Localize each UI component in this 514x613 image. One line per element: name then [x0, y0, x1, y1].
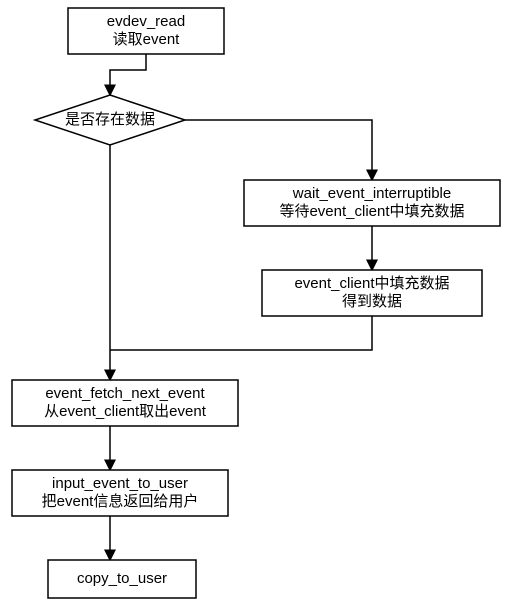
- node-input-event-to-user-line2: 把event信息返回给用户: [42, 493, 199, 510]
- node-input-event-to-user: input_event_to_user 把event信息返回给用户: [12, 470, 228, 516]
- node-wait-event: wait_event_interruptible 等待event_client中…: [244, 180, 500, 226]
- node-copy-to-user-label: copy_to_user: [77, 570, 167, 587]
- node-wait-event-line1: wait_event_interruptible: [292, 185, 451, 202]
- node-has-data-decision: 是否存在数据: [35, 95, 185, 145]
- node-evdev-read: evdev_read 读取event: [68, 8, 224, 54]
- node-event-client-fill-line1: event_client中填充数据: [294, 275, 449, 292]
- node-fetch-next-event-line2: 从event_client取出event: [44, 403, 207, 420]
- node-evdev-read-line1: evdev_read: [107, 13, 185, 30]
- edge-n2-n3: [185, 120, 372, 180]
- edge-n1-n2: [110, 54, 146, 95]
- edge-n4-merge: [110, 316, 372, 350]
- node-wait-event-line2: 等待event_client中填充数据: [279, 202, 464, 220]
- node-evdev-read-line2: 读取event: [113, 31, 181, 48]
- node-fetch-next-event: event_fetch_next_event 从event_client取出ev…: [12, 380, 238, 426]
- node-input-event-to-user-line1: input_event_to_user: [52, 475, 188, 492]
- node-event-client-fill: event_client中填充数据 得到数据: [262, 270, 482, 316]
- node-event-client-fill-line2: 得到数据: [342, 293, 402, 310]
- node-copy-to-user: copy_to_user: [48, 560, 196, 598]
- node-fetch-next-event-line1: event_fetch_next_event: [45, 385, 205, 402]
- node-has-data-label: 是否存在数据: [65, 111, 155, 128]
